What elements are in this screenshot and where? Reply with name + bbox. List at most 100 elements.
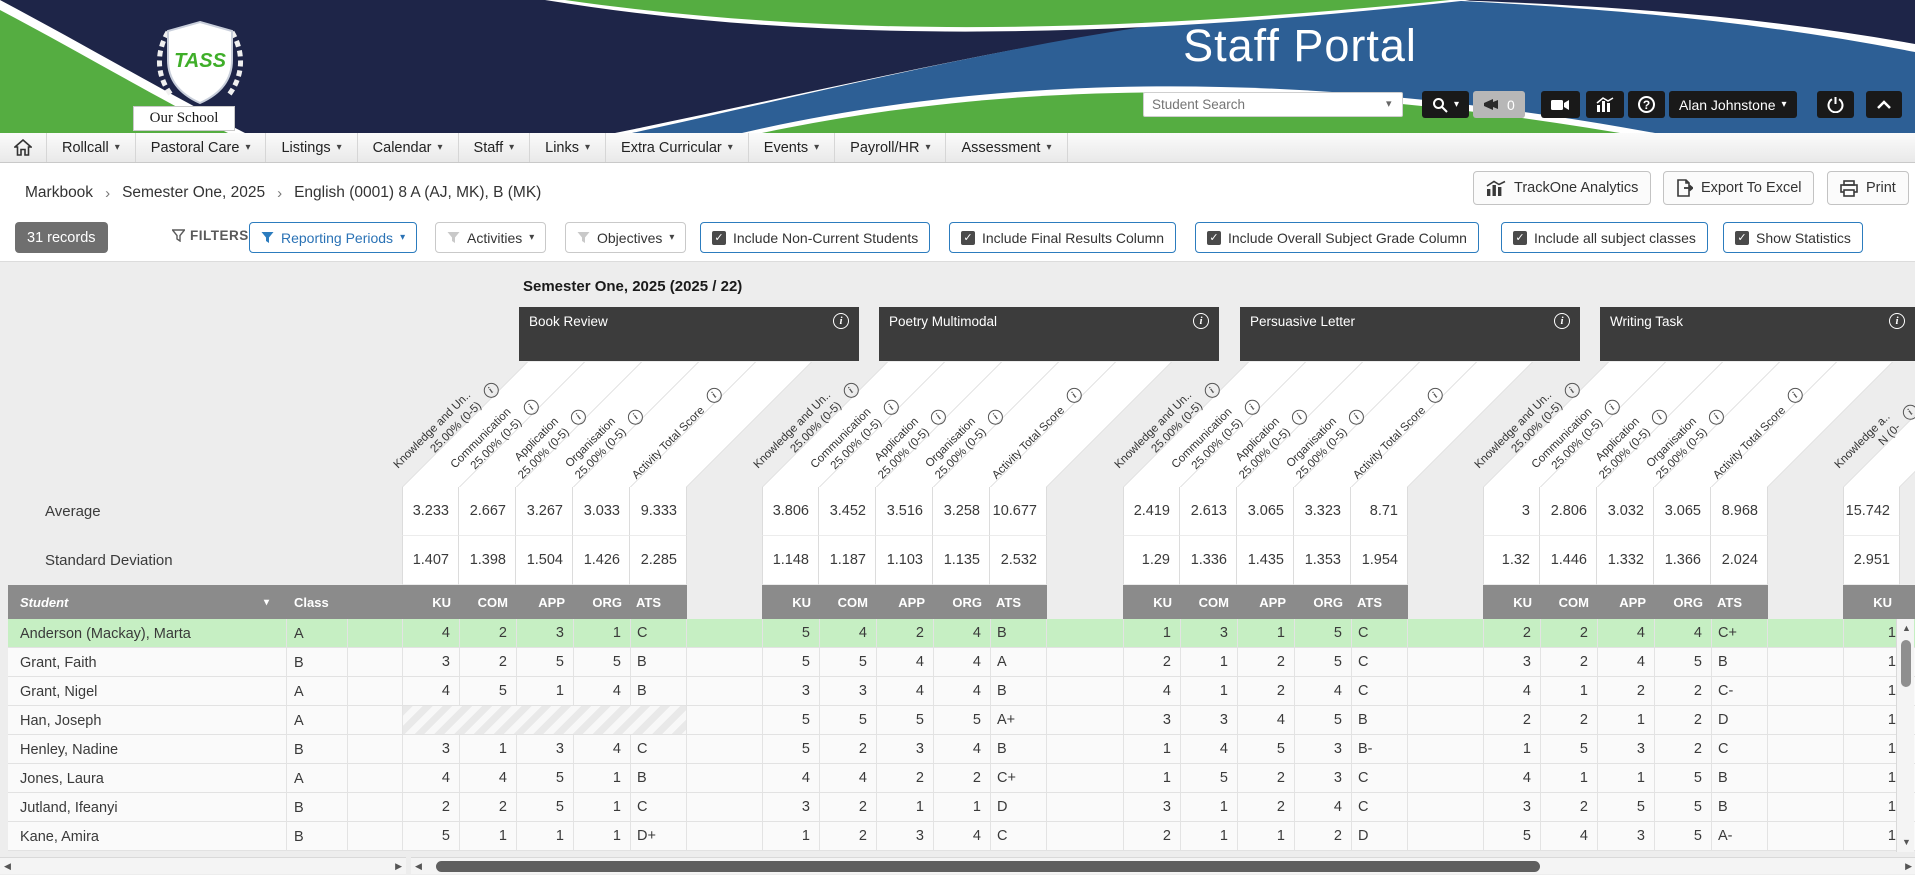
result-cell[interactable]: 4: [1483, 677, 1540, 705]
result-cell[interactable]: A: [990, 648, 1047, 676]
result-cell[interactable]: 1: [1843, 822, 1910, 850]
nav-item-calendar[interactable]: Calendar ▾: [358, 133, 459, 162]
column-header-com[interactable]: COM: [1198, 594, 1229, 610]
result-cell[interactable]: 2: [1237, 648, 1294, 676]
result-cell[interactable]: 1: [459, 735, 516, 763]
result-cell[interactable]: 4: [1597, 619, 1654, 647]
column-header-app[interactable]: APP: [1619, 594, 1646, 610]
result-cell[interactable]: 1: [1180, 793, 1237, 821]
scroll-down-arrow[interactable]: ▼: [1902, 837, 1911, 847]
result-cell[interactable]: 4: [402, 677, 459, 705]
scroll-up-arrow[interactable]: ▲: [1902, 623, 1911, 633]
logout-button[interactable]: [1817, 91, 1854, 118]
result-cell[interactable]: 3: [1180, 619, 1237, 647]
result-cell[interactable]: B: [1711, 648, 1768, 676]
result-cell[interactable]: 3: [1294, 735, 1351, 763]
result-cell[interactable]: 4: [1294, 677, 1351, 705]
nav-item-payroll-hr[interactable]: Payroll/HR ▾: [835, 133, 947, 162]
toggle-include-all-subject-classes[interactable]: ✓ Include all subject classes: [1501, 222, 1708, 253]
result-cell[interactable]: 2: [459, 648, 516, 676]
nav-item-rollcall[interactable]: Rollcall ▾: [47, 133, 136, 162]
result-cell[interactable]: C: [630, 793, 687, 821]
result-cell[interactable]: 2: [1123, 822, 1180, 850]
main-h-scrollbar[interactable]: ◀ ▶: [411, 857, 1915, 874]
breadcrumb-item-semester-one-2025[interactable]: Semester One, 2025: [122, 184, 266, 201]
result-cell[interactable]: 1: [516, 822, 573, 850]
result-cell[interactable]: 1: [762, 822, 819, 850]
result-cell[interactable]: 5: [1294, 648, 1351, 676]
result-cell[interactable]: A-: [1711, 822, 1768, 850]
result-cell[interactable]: 1: [1180, 822, 1237, 850]
result-cell[interactable]: 4: [1654, 619, 1711, 647]
result-cell[interactable]: 5: [516, 793, 573, 821]
result-cell[interactable]: C: [630, 735, 687, 763]
column-header-ats[interactable]: ATS: [1717, 594, 1743, 610]
result-cell[interactable]: 4: [1597, 648, 1654, 676]
result-cell[interactable]: 1: [1843, 735, 1910, 763]
result-cell[interactable]: 2: [1540, 706, 1597, 734]
result-cell[interactable]: 1: [1540, 764, 1597, 792]
collapse-header-button[interactable]: [1866, 91, 1902, 118]
result-cell[interactable]: B-: [1351, 735, 1408, 763]
result-cell[interactable]: 2: [876, 619, 933, 647]
user-menu-button[interactable]: Alan Johnstone ▾: [1669, 91, 1797, 118]
scroll-left-arrow[interactable]: ◀: [415, 861, 422, 871]
result-cell[interactable]: 4: [1237, 706, 1294, 734]
column-header-org[interactable]: ORG: [1313, 594, 1343, 610]
nav-item-pastoral-care[interactable]: Pastoral Care ▾: [136, 133, 267, 162]
result-cell[interactable]: C-: [1711, 677, 1768, 705]
result-cell[interactable]: 2: [1540, 648, 1597, 676]
result-cell[interactable]: 5: [762, 648, 819, 676]
result-cell[interactable]: 3: [1123, 706, 1180, 734]
column-header-org[interactable]: ORG: [1673, 594, 1703, 610]
result-cell[interactable]: 3: [762, 793, 819, 821]
result-cell[interactable]: C: [630, 619, 687, 647]
scroll-right-arrow[interactable]: ▶: [395, 861, 402, 871]
result-cell[interactable]: B: [1711, 764, 1768, 792]
result-cell[interactable]: 1: [1843, 706, 1910, 734]
result-cell[interactable]: 5: [1597, 793, 1654, 821]
result-cell[interactable]: B: [630, 764, 687, 792]
result-cell[interactable]: 1: [1180, 677, 1237, 705]
result-cell[interactable]: 2: [459, 793, 516, 821]
result-cell[interactable]: 3: [1597, 822, 1654, 850]
result-cell[interactable]: D: [1711, 706, 1768, 734]
result-cell[interactable]: 1: [1597, 706, 1654, 734]
result-cell[interactable]: 4: [933, 735, 990, 763]
result-cell[interactable]: 2: [819, 793, 876, 821]
result-cell[interactable]: 1: [1843, 677, 1910, 705]
result-cell[interactable]: 2: [1654, 735, 1711, 763]
result-cell[interactable]: 3: [1483, 648, 1540, 676]
result-cell[interactable]: 5: [516, 764, 573, 792]
activity-info-icon[interactable]: i: [1889, 313, 1905, 329]
result-cell[interactable]: 3: [1180, 706, 1237, 734]
nav-item-assessment[interactable]: Assessment ▾: [946, 133, 1068, 162]
result-cell[interactable]: 4: [933, 648, 990, 676]
filter-dropdown-objectives[interactable]: Objectives ▾: [565, 222, 687, 253]
result-cell[interactable]: 1: [573, 619, 630, 647]
result-cell[interactable]: B: [990, 619, 1047, 647]
filter-dropdown-reporting-periods[interactable]: Reporting Periods ▾: [249, 222, 418, 253]
result-cell[interactable]: 5: [1654, 648, 1711, 676]
video-button[interactable]: [1541, 91, 1580, 118]
result-cell[interactable]: 5: [402, 822, 459, 850]
result-cell[interactable]: 5: [516, 648, 573, 676]
nav-item-listings[interactable]: Listings ▾: [266, 133, 358, 162]
nav-item-extra-curricular[interactable]: Extra Curricular ▾: [606, 133, 749, 162]
result-cell[interactable]: 3: [819, 677, 876, 705]
result-cell[interactable]: 5: [933, 706, 990, 734]
sort-caret-icon[interactable]: ▾: [264, 596, 270, 608]
result-cell[interactable]: 1: [1123, 735, 1180, 763]
result-cell[interactable]: A+: [990, 706, 1047, 734]
activity-info-icon[interactable]: i: [833, 313, 849, 329]
result-cell[interactable]: 2: [402, 793, 459, 821]
result-cell[interactable]: 4: [1483, 764, 1540, 792]
column-header-com[interactable]: COM: [1558, 594, 1589, 610]
student-column-header[interactable]: Student: [20, 594, 69, 610]
result-cell[interactable]: 3: [876, 822, 933, 850]
result-cell[interactable]: 3: [516, 619, 573, 647]
result-cell[interactable]: B: [630, 648, 687, 676]
result-cell[interactable]: 1: [1597, 764, 1654, 792]
result-cell[interactable]: 4: [819, 764, 876, 792]
column-header-app[interactable]: APP: [538, 594, 565, 610]
